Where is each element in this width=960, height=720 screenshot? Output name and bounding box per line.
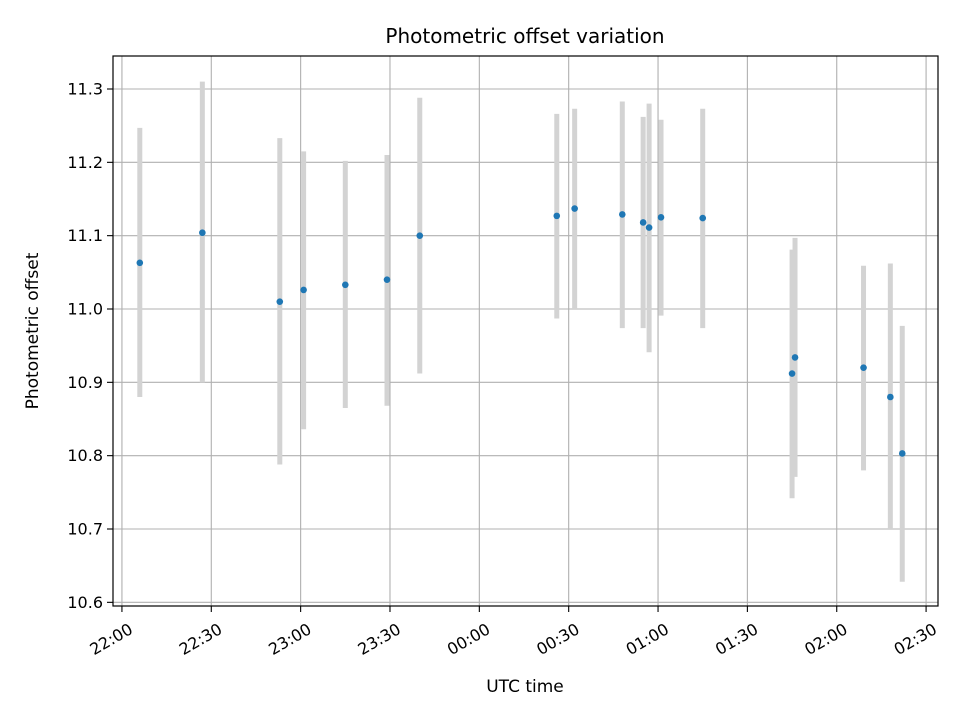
data-point (791, 354, 799, 361)
y-tick-label: 11.0 (67, 300, 103, 319)
data-point (887, 393, 894, 401)
y-tick-label: 10.8 (67, 446, 103, 465)
x-axis-ticks: 22:00 22:30 23:00 23:30 00:00 00:30 01:00 01:30… (87, 606, 940, 659)
data-point (898, 450, 906, 457)
data-points (136, 205, 906, 457)
data-point (199, 229, 206, 237)
data-point (699, 214, 707, 222)
x-tick-label: 01:00 (623, 619, 672, 659)
chart-title: Photometric offset variation (385, 24, 664, 48)
data-point (553, 212, 561, 220)
x-tick-label: 23:00 (265, 619, 314, 659)
y-tick-label: 11.1 (67, 226, 103, 245)
data-point (860, 364, 867, 371)
x-tick-label: 02:30 (891, 619, 940, 659)
y-tick-label: 10.6 (67, 593, 103, 612)
grid (113, 56, 938, 606)
y-tick-label: 10.7 (67, 520, 103, 539)
error-bars (137, 81, 905, 582)
data-point (300, 286, 307, 294)
x-tick-label: 23:30 (355, 619, 404, 659)
x-tick-label: 22:30 (176, 619, 225, 659)
data-point (645, 224, 653, 231)
y-axis-label: Photometric offset (23, 252, 43, 409)
data-point (639, 219, 647, 226)
x-tick-label: 02:00 (801, 619, 850, 659)
y-tick-label: 10.9 (67, 373, 103, 392)
data-point (136, 259, 144, 267)
x-tick-label: 01:30 (712, 619, 761, 659)
x-tick-label: 00:30 (533, 619, 582, 659)
data-point (657, 214, 665, 221)
data-point (276, 298, 284, 305)
x-tick-label: 22:00 (87, 619, 136, 659)
data-point (383, 276, 391, 283)
data-point (342, 281, 349, 289)
y-tick-label: 11.3 (67, 80, 103, 99)
data-point (571, 205, 578, 212)
data-point (618, 211, 626, 218)
y-axis-ticks: 10.6 10.7 10.8 10.9 11.0 11.1 11.2 11.3 (67, 80, 113, 612)
data-point (416, 232, 424, 239)
x-axis-label: UTC time (486, 677, 564, 697)
plot-area-frame (112, 55, 939, 607)
x-tick-label: 00:00 (444, 619, 493, 659)
y-tick-label: 11.2 (67, 153, 103, 172)
data-point (788, 370, 796, 377)
